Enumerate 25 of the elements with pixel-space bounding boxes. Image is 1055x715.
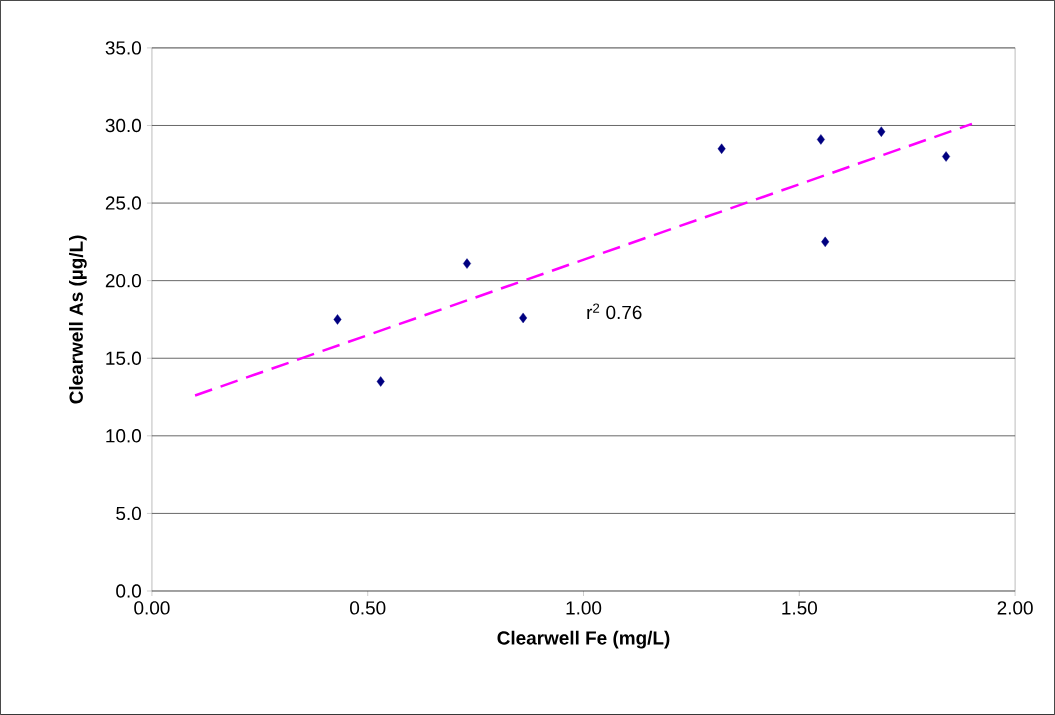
y-tick-label: 35.0 (105, 41, 142, 55)
y-tick-label: 5.0 (116, 506, 142, 521)
point (717, 143, 726, 154)
x-tick-label: 1.50 (782, 601, 817, 615)
y-tick-label: 0.0 (116, 584, 142, 598)
y-tick-label: 10.0 (106, 429, 142, 443)
y-axis-title: Clearwell As (µg/L) (69, 235, 87, 404)
point (816, 134, 825, 145)
y-tick-label: 25.0 (105, 196, 142, 210)
annotation: r$^{2}$ 0.76 (587, 303, 642, 320)
point (877, 126, 886, 137)
y-tick-label: 15.0 (106, 351, 142, 365)
point (376, 376, 385, 387)
point (463, 258, 471, 269)
point (942, 151, 950, 162)
y-tick-label: 30.0 (105, 118, 142, 133)
x-tick-label: 1.00 (566, 601, 602, 615)
x-tick-label: 2.00 (997, 601, 1033, 615)
x-tick-label: 0.00 (134, 601, 170, 615)
point (821, 236, 830, 248)
point (519, 312, 528, 324)
point (333, 314, 342, 325)
x-axis-title: Clearwell Fe (mg/L) (497, 630, 670, 649)
y-tick-label: 20.0 (105, 273, 142, 288)
x-tick-label: 0.50 (350, 601, 386, 615)
